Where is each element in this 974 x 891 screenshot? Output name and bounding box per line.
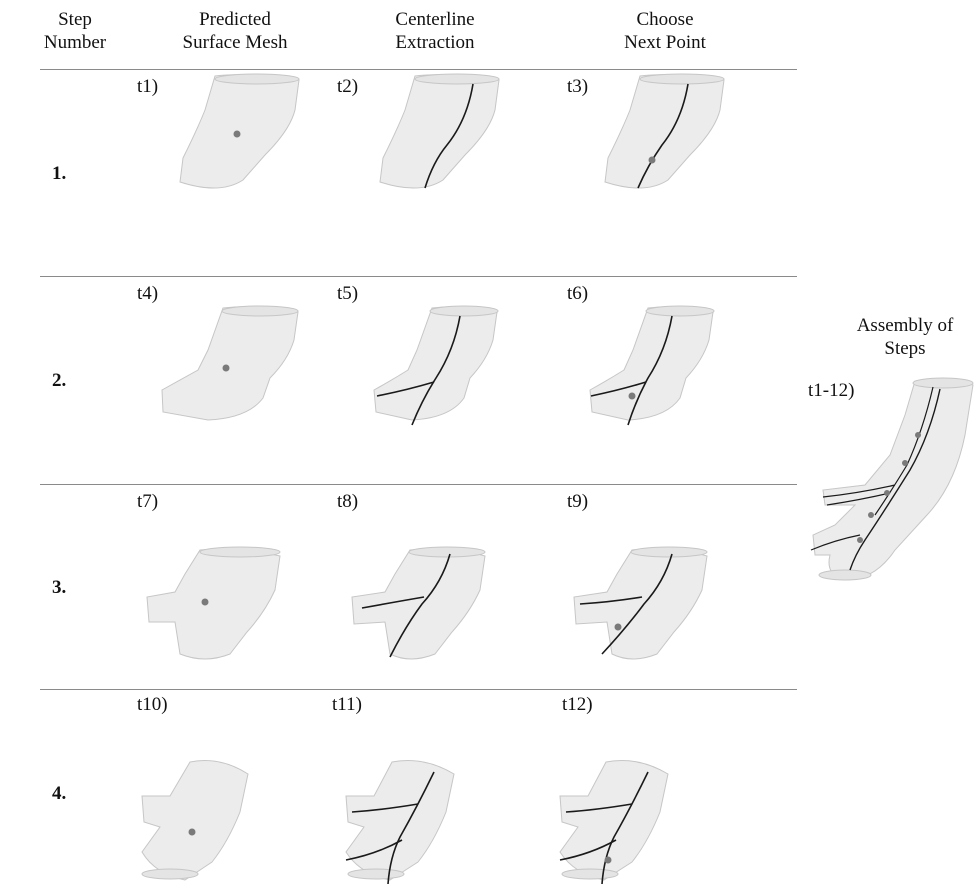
panel-label-t12: t12) bbox=[562, 694, 593, 715]
centerline-branch bbox=[361, 596, 425, 609]
centerline-branch bbox=[345, 839, 403, 861]
assembly-label: t1-12) bbox=[808, 380, 855, 401]
centerline-branch bbox=[810, 534, 861, 551]
step-number-4: 4. bbox=[52, 783, 67, 804]
panel-label-t3: t3) bbox=[567, 76, 589, 97]
row-separator bbox=[40, 276, 797, 277]
next-point-marker bbox=[628, 392, 636, 400]
header-predicted-surface-mesh: Predicted Surface Mesh bbox=[182, 9, 288, 53]
centerline bbox=[849, 388, 941, 571]
vessel-centerline-t8 bbox=[351, 546, 486, 660]
vessel-mesh-t4 bbox=[161, 305, 299, 421]
step-number-1: 1. bbox=[52, 163, 67, 184]
centerline bbox=[424, 83, 474, 189]
next-point-marker bbox=[201, 598, 209, 606]
panel-label-t2: t2) bbox=[337, 76, 359, 97]
next-point-marker bbox=[915, 432, 921, 438]
vessel-next-point-t9 bbox=[573, 546, 708, 660]
centerline bbox=[627, 315, 673, 426]
centerline-branch bbox=[376, 381, 435, 397]
vessel-centerline-t11 bbox=[345, 760, 455, 885]
assembly-title: Assembly of Steps bbox=[856, 315, 954, 359]
panel-label-t4: t4) bbox=[137, 283, 159, 304]
centerline-branch bbox=[822, 484, 896, 498]
panel-label-t1: t1) bbox=[137, 76, 159, 97]
panel-label-t8: t8) bbox=[337, 491, 359, 512]
next-point-marker bbox=[614, 623, 622, 631]
centerline bbox=[387, 771, 435, 885]
vessel-mesh-t7 bbox=[146, 546, 281, 660]
panel-label-t6: t6) bbox=[567, 283, 589, 304]
header-step-number: Step Number bbox=[43, 9, 107, 53]
next-point-marker bbox=[233, 130, 241, 138]
vessel-assembly bbox=[810, 377, 974, 581]
vessel-next-point-t3 bbox=[604, 73, 725, 189]
centerline bbox=[411, 315, 461, 426]
row-separator bbox=[40, 484, 797, 485]
next-point-marker bbox=[222, 364, 230, 372]
panel-label-t7: t7) bbox=[137, 491, 159, 512]
panel-label-t11: t11) bbox=[332, 694, 362, 715]
next-point-marker bbox=[648, 156, 656, 164]
centerline-branch bbox=[579, 596, 643, 605]
header-centerline-extraction: Centerline Extraction bbox=[395, 9, 475, 53]
panel-label-t10: t10) bbox=[137, 694, 168, 715]
next-point-marker bbox=[188, 828, 196, 836]
header-choose-next-point: Choose Next Point bbox=[624, 9, 706, 53]
centerline bbox=[389, 553, 451, 658]
vessel-centerline-t5 bbox=[373, 305, 499, 426]
centerline-branch bbox=[351, 803, 419, 813]
centerline bbox=[637, 83, 689, 189]
vessel-next-point-t12 bbox=[559, 760, 669, 885]
panel-label-t9: t9) bbox=[567, 491, 589, 512]
row-separator bbox=[40, 689, 797, 690]
centerline-branch bbox=[590, 381, 647, 397]
next-point-marker bbox=[884, 490, 890, 496]
vessel-centerline-t2 bbox=[379, 73, 500, 189]
next-point-marker bbox=[857, 537, 863, 543]
row-separator bbox=[40, 69, 797, 70]
vessel-mesh-t1 bbox=[179, 73, 300, 189]
next-point-marker bbox=[604, 856, 612, 864]
panel-label-t5: t5) bbox=[337, 283, 359, 304]
centerline bbox=[601, 553, 673, 655]
vessel-mesh-t10 bbox=[141, 760, 249, 881]
centerline-branch bbox=[565, 803, 633, 813]
next-point-marker bbox=[868, 512, 874, 518]
next-point-marker bbox=[902, 460, 908, 466]
centerline-branch bbox=[559, 839, 617, 861]
step-number-2: 2. bbox=[52, 370, 67, 391]
centerline bbox=[601, 771, 649, 885]
step-number-3: 3. bbox=[52, 577, 67, 598]
vessel-next-point-t6 bbox=[589, 305, 715, 426]
